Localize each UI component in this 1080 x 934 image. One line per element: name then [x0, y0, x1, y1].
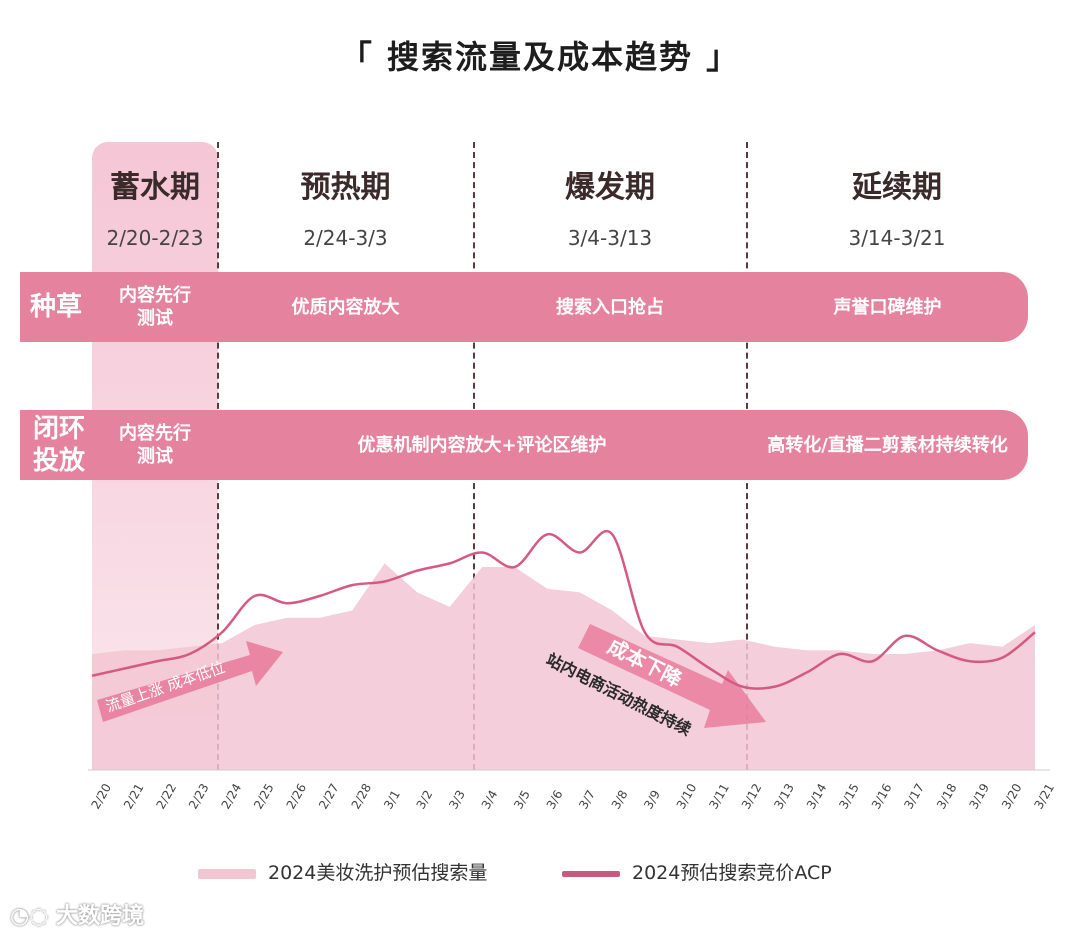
x-tick-label: 3/10	[674, 781, 700, 811]
strategy-band-placement: 闭环 投放 内容先行 测试 优惠机制内容放大+评论区维护 高转化/直播二剪素材持…	[20, 410, 1028, 480]
x-tick-label: 2/20	[88, 781, 114, 811]
x-tick-label: 3/9	[641, 788, 663, 812]
x-tick-label: 3/18	[934, 781, 960, 811]
x-tick-label: 3/4	[479, 788, 501, 812]
x-tick-label: 2/28	[349, 781, 375, 811]
phase-date-3: 3/4-3/13	[567, 226, 653, 250]
x-tick-label: 3/13	[771, 781, 797, 811]
phase-name-4: 延续期	[852, 170, 942, 205]
x-tick-label: 2/27	[316, 781, 342, 811]
watermark-text: 大数跨境	[56, 904, 145, 929]
x-tick-label: 3/21	[1031, 781, 1057, 811]
band-label: 闭环 投放	[32, 414, 85, 476]
search-volume-area	[92, 563, 1035, 770]
x-tick-label: 3/14	[804, 781, 830, 811]
x-tick-label: 3/6	[544, 788, 566, 812]
watermark: ◔◌ 大数跨境	[10, 898, 144, 930]
legend-swatch-area	[198, 868, 256, 879]
x-tick-label: 3/19	[966, 781, 992, 811]
chart-title: 「 搜索流量及成本趋势 」	[339, 38, 741, 76]
strategy-band-seeding: 种草 内容先行 测试 优质内容放大 搜索入口抢占 声誉口碑维护	[20, 272, 1028, 342]
trend-arrow-up	[97, 641, 283, 722]
x-tick-label: 2/26	[284, 781, 310, 811]
legend-item-acp: 2024预估搜索竞价ACP	[562, 858, 832, 885]
x-tick-label: 2/23	[186, 781, 212, 811]
band-item: 搜索入口抢占	[556, 297, 664, 318]
x-tick-label: 3/16	[869, 781, 895, 811]
band-item: 优质内容放大	[291, 297, 400, 318]
phase-date-2: 2/24-3/3	[303, 226, 388, 250]
x-tick-label: 2/25	[251, 781, 277, 811]
x-tick-label: 2/24	[219, 781, 245, 811]
x-tick-label: 3/8	[609, 788, 631, 812]
x-tick-label: 3/5	[511, 788, 533, 812]
x-tick-label: 3/2	[414, 788, 436, 812]
x-tick-label: 2/21	[121, 781, 147, 811]
x-tick-label: 3/11	[706, 781, 732, 811]
band-item: 高转化/直播二剪素材持续转化	[767, 435, 1008, 456]
x-tick-label: 3/17	[901, 781, 927, 811]
legend-label: 2024美妆洗护预估搜索量	[268, 862, 488, 884]
band-item: 内容先行 测试	[119, 423, 191, 467]
x-tick-label: 3/7	[576, 788, 598, 812]
phase-date-4: 3/14-3/21	[848, 226, 946, 250]
watermark-icon: ◔◌	[10, 904, 49, 929]
trend-arrow-down	[578, 624, 766, 728]
x-tick-label: 3/15	[836, 781, 862, 811]
x-tick-label: 3/3	[446, 788, 468, 812]
x-tick-label: 3/12	[739, 781, 765, 811]
band-label: 种草	[29, 292, 82, 322]
band-item: 声誉口碑维护	[833, 297, 942, 318]
phase-name-1: 蓄水期	[110, 170, 200, 205]
legend-label: 2024预估搜索竞价ACP	[632, 862, 832, 884]
x-tick-label: 3/20	[999, 781, 1025, 811]
x-tick-label: 2/22	[154, 781, 180, 811]
band-item: 内容先行 测试	[119, 285, 191, 329]
phase-name-3: 爆发期	[565, 170, 655, 205]
phase-date-1: 2/20-2/23	[106, 226, 204, 250]
phase-name-2: 预热期	[300, 170, 391, 205]
legend-swatch-line	[562, 870, 620, 877]
legend-item-volume: 2024美妆洗护预估搜索量	[198, 858, 487, 885]
x-tick-label: 3/1	[381, 788, 403, 812]
acp-line	[91, 530, 1036, 690]
band-item: 优惠机制内容放大+评论区维护	[357, 435, 607, 456]
